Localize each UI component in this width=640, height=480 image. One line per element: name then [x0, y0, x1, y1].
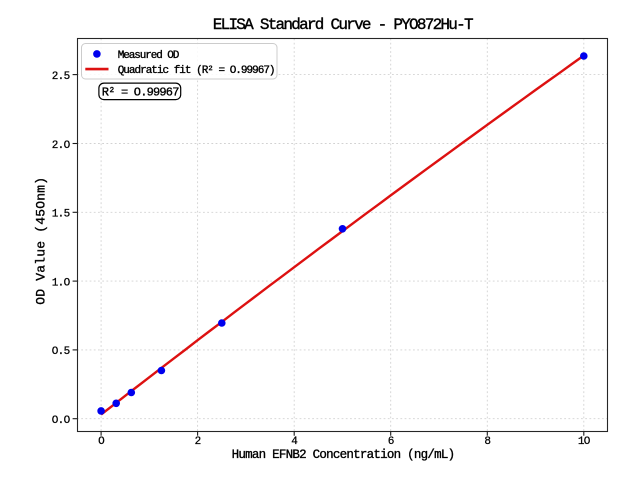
svg-text:2.O: 2.O	[52, 140, 71, 152]
svg-text:OD Value (45Onm): OD Value (45Onm)	[34, 177, 49, 305]
svg-text:O.5: O.5	[52, 346, 70, 358]
svg-text:R² = O.99967: R² = O.99967	[102, 86, 179, 100]
svg-text:ELISA Standard Curve - PYO872H: ELISA Standard Curve - PYO872Hu-T	[213, 16, 473, 34]
svg-text:8: 8	[484, 436, 490, 448]
svg-text:1.O: 1.O	[52, 277, 71, 289]
svg-text:Human EFNB2 Concentration (ng/: Human EFNB2 Concentration (ng/mL)	[232, 448, 455, 462]
svg-text:1.5: 1.5	[52, 209, 70, 221]
svg-text:O: O	[98, 436, 105, 448]
svg-text:2.5: 2.5	[52, 71, 70, 83]
svg-text:O.O: O.O	[52, 415, 71, 427]
svg-text:6: 6	[388, 436, 394, 448]
svg-text:2: 2	[195, 436, 201, 448]
svg-text:4: 4	[291, 436, 298, 448]
svg-text:Measured OD: Measured OD	[118, 50, 180, 62]
svg-text:1O: 1O	[578, 436, 591, 448]
svg-text:Quadratic fit (R² = O.99967): Quadratic fit (R² = O.99967)	[118, 65, 275, 77]
